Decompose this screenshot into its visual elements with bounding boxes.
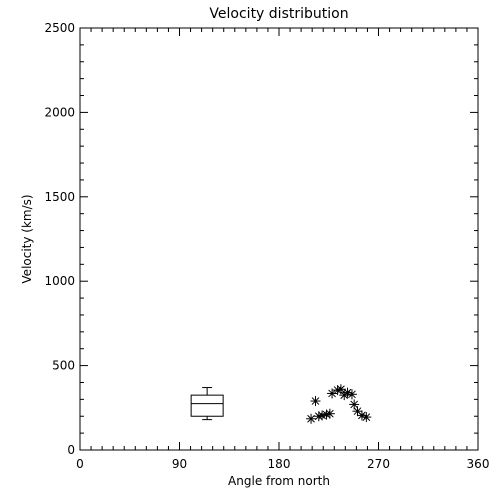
x-tick-label: 180 — [268, 457, 291, 471]
x-tick-labels: 0 90 180 270 360 — [76, 457, 489, 471]
data-point — [324, 408, 335, 419]
y-axis-label: Velocity (km/s) — [20, 194, 34, 283]
x-tick-label: 270 — [367, 457, 390, 471]
data-points — [306, 384, 372, 424]
data-point — [327, 388, 338, 399]
boxplot — [190, 387, 224, 421]
y-tick-labels: 0 500 1000 1500 2000 2500 — [44, 21, 75, 457]
plot-frame — [79, 27, 479, 451]
box-iqr — [190, 394, 224, 417]
data-point — [310, 396, 321, 407]
y-tick-label: 2500 — [44, 21, 75, 35]
chart-title: Velocity distribution — [209, 6, 348, 22]
x-tick-label: 90 — [172, 457, 187, 471]
y-tick-label: 1000 — [44, 274, 75, 288]
axis-ticks — [79, 27, 479, 451]
x-axis-label: Angle from north — [228, 474, 330, 488]
y-tick-label: 500 — [52, 359, 75, 373]
y-tick-label: 0 — [67, 443, 75, 457]
x-tick-label: 360 — [467, 457, 490, 471]
data-point — [313, 411, 324, 422]
data-point — [361, 412, 372, 423]
data-point — [356, 410, 367, 421]
y-tick-label: 2000 — [44, 105, 75, 119]
data-point — [346, 389, 357, 400]
x-tick-label: 0 — [76, 457, 84, 471]
y-tick-label: 1500 — [44, 190, 75, 204]
data-point — [306, 413, 317, 424]
data-point — [342, 387, 353, 398]
